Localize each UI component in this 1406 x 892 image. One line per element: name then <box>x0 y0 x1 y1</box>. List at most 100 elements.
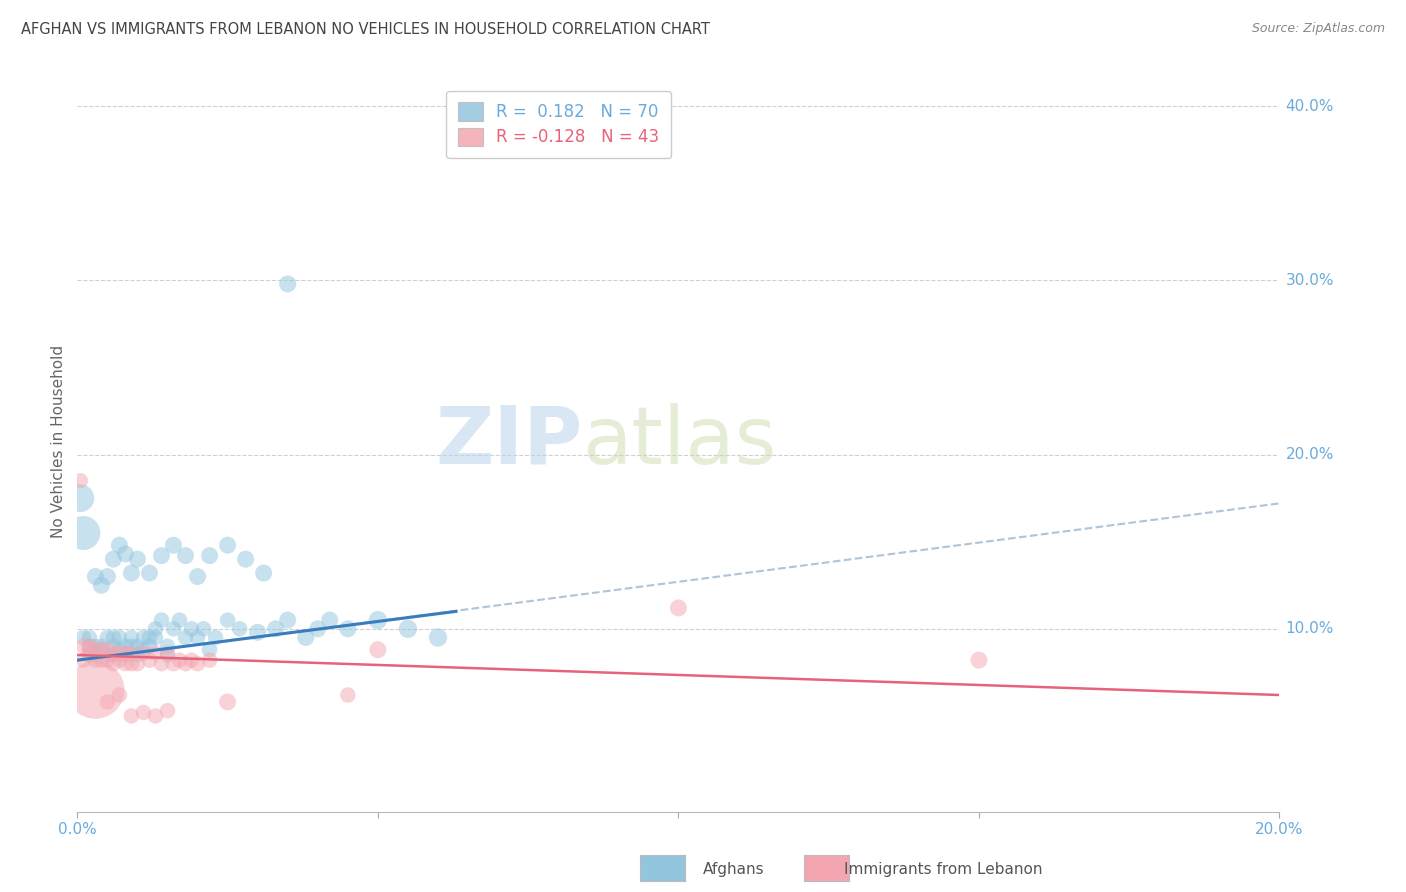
Text: 40.0%: 40.0% <box>1285 99 1334 113</box>
Point <box>120 646 142 660</box>
Point <box>156 704 179 718</box>
Point <box>108 688 131 702</box>
Point <box>180 622 202 636</box>
Point <box>246 625 269 640</box>
Point <box>72 639 94 653</box>
Point <box>108 642 131 657</box>
Point <box>108 653 131 667</box>
Point <box>217 538 239 552</box>
Point <box>72 631 94 645</box>
Point <box>150 549 173 563</box>
Point <box>264 622 287 636</box>
Point <box>198 642 221 657</box>
Point <box>79 648 101 662</box>
Point <box>277 613 299 627</box>
Point <box>180 653 202 667</box>
Point <box>96 695 118 709</box>
Point <box>162 622 184 636</box>
Point <box>367 613 389 627</box>
Point <box>114 646 136 660</box>
Point <box>174 549 197 563</box>
Point <box>427 631 450 645</box>
Point <box>145 709 167 723</box>
Point <box>90 653 112 667</box>
Point <box>84 642 107 657</box>
Y-axis label: No Vehicles in Household: No Vehicles in Household <box>51 345 66 538</box>
Point <box>114 648 136 662</box>
Point <box>127 648 149 662</box>
Point <box>169 613 191 627</box>
Point <box>156 646 179 660</box>
Text: Source: ZipAtlas.com: Source: ZipAtlas.com <box>1251 22 1385 36</box>
Point <box>84 653 107 667</box>
Point <box>162 538 184 552</box>
Point <box>186 631 209 645</box>
Point <box>90 639 112 653</box>
Point <box>90 642 112 657</box>
Point <box>108 538 131 552</box>
Point <box>108 646 131 660</box>
Point <box>145 622 167 636</box>
Point <box>967 653 990 667</box>
Legend: R =  0.182   N = 70, R = -0.128   N = 43: R = 0.182 N = 70, R = -0.128 N = 43 <box>446 91 671 158</box>
Point <box>96 653 118 667</box>
Point <box>96 648 118 662</box>
Point <box>103 631 125 645</box>
Point <box>336 622 359 636</box>
Point <box>336 688 359 702</box>
Point <box>114 547 136 561</box>
Point <box>103 639 125 653</box>
Point <box>174 631 197 645</box>
Point <box>96 642 118 657</box>
Text: AFGHAN VS IMMIGRANTS FROM LEBANON NO VEHICLES IN HOUSEHOLD CORRELATION CHART: AFGHAN VS IMMIGRANTS FROM LEBANON NO VEH… <box>21 22 710 37</box>
Point <box>96 569 118 583</box>
Point <box>217 695 239 709</box>
Point <box>84 569 107 583</box>
Point <box>217 613 239 627</box>
Text: Immigrants from Lebanon: Immigrants from Lebanon <box>844 863 1042 877</box>
Text: 10.0%: 10.0% <box>1285 622 1334 636</box>
Point <box>79 639 101 653</box>
Text: ZIP: ZIP <box>434 402 582 481</box>
Point <box>668 601 690 615</box>
Point <box>90 578 112 592</box>
Point <box>235 552 257 566</box>
Point <box>138 639 160 653</box>
Point <box>319 613 342 627</box>
Point <box>114 657 136 671</box>
Point <box>193 622 215 636</box>
Point <box>120 639 142 653</box>
Point <box>127 639 149 653</box>
Point <box>120 566 142 580</box>
Point <box>186 569 209 583</box>
Point <box>69 491 91 505</box>
Point <box>84 648 107 662</box>
Point <box>138 631 160 645</box>
Text: atlas: atlas <box>582 402 776 481</box>
Text: 30.0%: 30.0% <box>1285 273 1334 288</box>
Point <box>156 648 179 662</box>
Point <box>186 657 209 671</box>
Point <box>277 277 299 291</box>
Point <box>72 653 94 667</box>
Point <box>150 657 173 671</box>
Point <box>138 566 160 580</box>
Point <box>120 631 142 645</box>
Point <box>84 639 107 653</box>
Point <box>132 706 155 720</box>
Point <box>174 657 197 671</box>
Point <box>127 552 149 566</box>
Point <box>228 622 250 636</box>
Point <box>132 642 155 657</box>
Point <box>79 642 101 657</box>
Point <box>169 653 191 667</box>
Point <box>96 631 118 645</box>
Point <box>84 682 107 697</box>
Point <box>72 526 94 541</box>
Point <box>204 631 226 645</box>
Point <box>198 549 221 563</box>
Point <box>79 639 101 653</box>
Point <box>145 646 167 660</box>
Point <box>294 631 316 645</box>
Point <box>103 657 125 671</box>
